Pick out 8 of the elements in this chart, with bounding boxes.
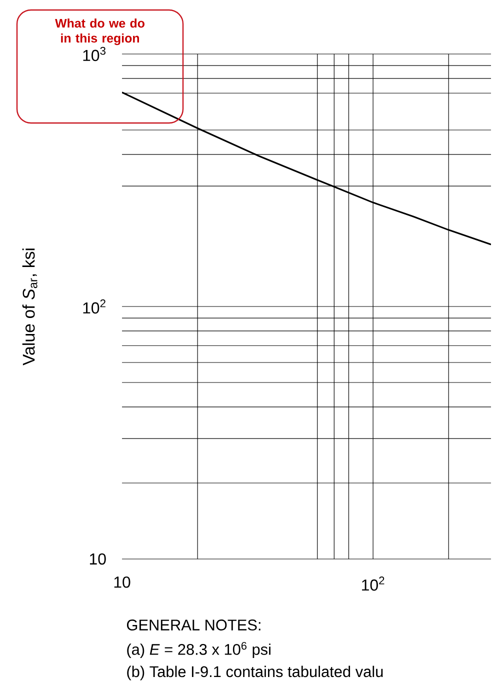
text: GENERAL NOTES: — [126, 620, 260, 630]
text: (b) Table I-9.1 contains tabulated valu — [127, 666, 383, 680]
y-axis-title: Value of S$_{ar}$, ksi — [22, 248, 38, 366]
y-tick-label: 10$^{3}$ — [83, 46, 106, 62]
text: What do we do in this region — [55, 18, 144, 46]
y-tick-label: 10 — [90, 553, 106, 565]
text: (a) E = 28.3 x 10$^{6}$ psi — [127, 642, 270, 658]
y-tick-label: 10$^{2}$ — [83, 299, 106, 314]
